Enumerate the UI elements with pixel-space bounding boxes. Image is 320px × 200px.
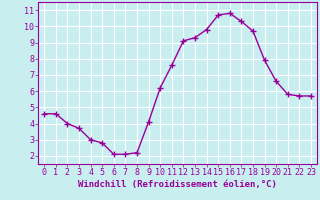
X-axis label: Windchill (Refroidissement éolien,°C): Windchill (Refroidissement éolien,°C) <box>78 180 277 189</box>
